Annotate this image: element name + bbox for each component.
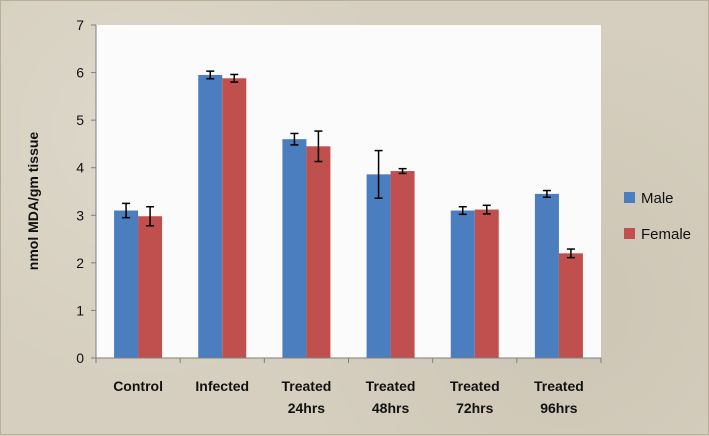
error-bars — [122, 70, 575, 259]
bar-female — [558, 253, 583, 358]
y-tick-label: 1 — [76, 302, 84, 318]
bar-male — [282, 139, 307, 358]
y-tick-label: 4 — [76, 160, 84, 176]
x-category-label: 72hrs — [456, 400, 494, 416]
x-category-label: Treated — [450, 378, 500, 394]
legend: Male Female — [624, 190, 691, 243]
x-category-label: Infected — [195, 378, 249, 394]
x-category-label: Treated — [534, 378, 584, 394]
bars — [114, 74, 583, 358]
bar-male — [366, 174, 391, 358]
bar-male — [198, 74, 223, 358]
bar-female — [474, 209, 499, 358]
bar-male — [534, 193, 559, 358]
y-tick-label: 6 — [76, 65, 84, 81]
bar-female — [138, 216, 163, 358]
bar-male — [450, 210, 475, 358]
legend-label-male: Male — [641, 190, 674, 207]
y-tick-label: 2 — [76, 255, 84, 271]
x-category-label: Treated — [282, 378, 332, 394]
y-tick-label: 5 — [76, 112, 84, 128]
y-axis-title: nmol MDA/gm tissue — [25, 132, 41, 271]
legend-label-female: Female — [641, 226, 691, 243]
legend-swatch-male — [624, 192, 635, 203]
y-axis: 0 1 2 3 4 5 6 7 — [76, 17, 97, 366]
bar-male — [114, 210, 139, 358]
x-category-label: 24hrs — [288, 400, 326, 416]
bar-female — [390, 171, 415, 358]
legend-swatch-female — [624, 228, 635, 239]
x-category-label: 48hrs — [372, 400, 410, 416]
x-category-label: Treated — [366, 378, 416, 394]
plot-area — [96, 25, 601, 358]
y-tick-label: 3 — [76, 207, 84, 223]
x-axis: Control Infected Treated 24hrs Treated 48hrs T… — [95, 357, 602, 416]
bar-female — [222, 78, 247, 358]
y-tick-label: 7 — [76, 17, 84, 33]
x-category-label: Control — [113, 378, 163, 394]
y-tick-label: 0 — [76, 350, 84, 366]
x-category-label: 96hrs — [540, 400, 578, 416]
bar-female — [306, 146, 331, 358]
